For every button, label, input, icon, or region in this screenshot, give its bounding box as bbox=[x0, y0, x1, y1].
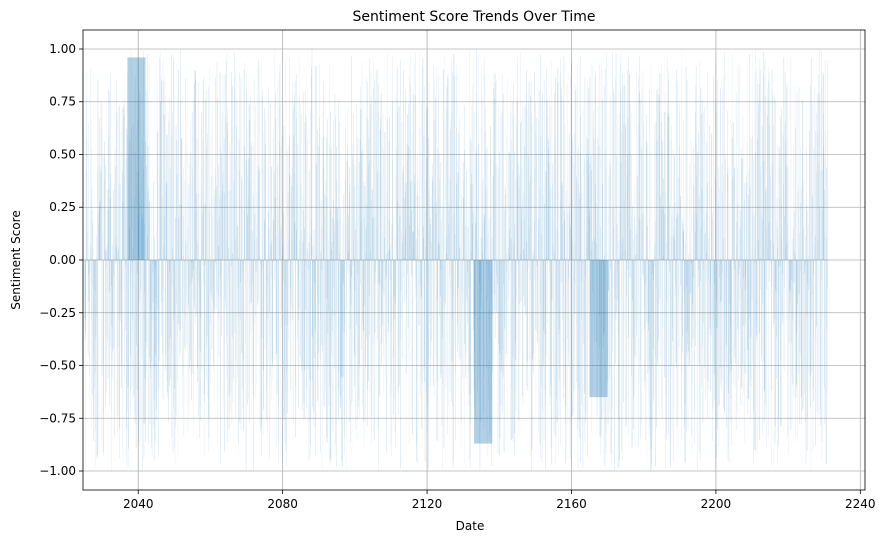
x-tick-label: 2080 bbox=[267, 497, 298, 511]
x-tick-label: 2240 bbox=[845, 497, 876, 511]
x-tick-label: 2120 bbox=[412, 497, 443, 511]
bar-highlight bbox=[589, 260, 608, 398]
y-tick-label: −0.25 bbox=[39, 306, 76, 320]
x-axis-label: Date bbox=[456, 519, 485, 533]
x-tick-label: 2200 bbox=[701, 497, 732, 511]
chart-title: Sentiment Score Trends Over Time bbox=[353, 9, 596, 25]
bar-highlight bbox=[481, 260, 493, 444]
y-tick-label: −1.00 bbox=[39, 464, 76, 478]
x-tick-label: 2160 bbox=[556, 497, 587, 511]
x-tick-label: 2040 bbox=[123, 497, 154, 511]
bars-layer bbox=[84, 49, 829, 471]
y-tick-label: 0.75 bbox=[49, 95, 76, 109]
y-tick-label: −0.75 bbox=[39, 411, 76, 425]
y-tick-label: 1.00 bbox=[49, 42, 76, 56]
y-tick-label: 0.50 bbox=[49, 147, 76, 161]
bar-highlight bbox=[134, 57, 146, 261]
bar-highlight bbox=[474, 260, 482, 444]
y-axis-label: Sentiment Score bbox=[9, 210, 23, 309]
y-tick-label: −0.50 bbox=[39, 359, 76, 373]
y-tick-label: 0.00 bbox=[49, 253, 76, 267]
bar-highlight bbox=[127, 57, 135, 261]
y-tick-label: 0.25 bbox=[49, 200, 76, 214]
grid-layer bbox=[83, 30, 865, 490]
ticks-layer: 2040 2080 2120 2160 2200 2240 −1.00 −0.75 −0.50 −… bbox=[39, 42, 875, 511]
